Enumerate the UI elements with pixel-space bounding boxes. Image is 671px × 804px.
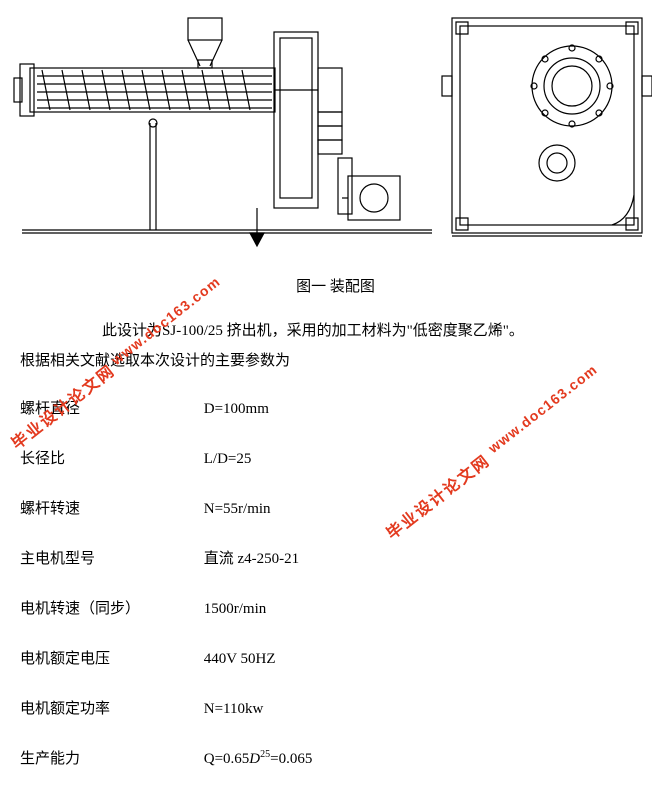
para-seg-a: 此设计为 (102, 323, 162, 339)
para-seg-b: SJ-100/25 挤出机，采用的加工材料为"低密度聚乙烯"。 (162, 323, 524, 339)
spec-motor-power: 电机额定功率 N=110kw (20, 697, 640, 718)
para-line2: 根据相关文献选取本次设计的主要参数为 (20, 353, 290, 369)
spec-label: 电机转速（同步） (20, 597, 200, 618)
spec-value: L/D=25 (204, 451, 252, 468)
spec-value: N=55r/min (204, 501, 271, 518)
cap-exp: 25 (260, 749, 270, 760)
spec-value: 直流 z4-250-21 (204, 547, 299, 568)
spec-motor-voltage: 电机额定电压 440V 50HZ (20, 647, 640, 668)
spec-label: 电机额定功率 (20, 697, 200, 718)
spec-value: Q=0.65D25=0.065 (204, 749, 313, 768)
spec-screw-speed: 螺杆转速 N=55r/min (20, 497, 640, 518)
spec-value: D=100mm (204, 401, 269, 418)
figure-caption: 图一 装配图 (0, 275, 671, 296)
spec-label: 主电机型号 (20, 547, 200, 568)
spec-screw-diameter: 螺杆直径 D=100mm (20, 397, 640, 418)
spec-value: 1500r/min (204, 601, 267, 618)
cap-prefix: Q=0.65 (204, 751, 250, 767)
spec-capacity: 生产能力 Q=0.65D25=0.065 (20, 747, 640, 768)
spec-label: 长径比 (20, 447, 200, 468)
spec-label: 生产能力 (20, 747, 200, 768)
spec-ld-ratio: 长径比 L/D=25 (20, 447, 640, 468)
spec-motor-model: 主电机型号 直流 z4-250-21 (20, 547, 640, 568)
cap-var: D (249, 751, 260, 767)
spec-label: 螺杆转速 (20, 497, 200, 518)
spec-value: N=110kw (204, 701, 264, 718)
assembly-diagram (12, 8, 652, 248)
spec-value: 440V 50HZ (204, 651, 276, 668)
intro-paragraph: 此设计为SJ-100/25 挤出机，采用的加工材料为"低密度聚乙烯"。 根据相关… (20, 316, 640, 376)
spec-motor-speed: 电机转速（同步） 1500r/min (20, 597, 640, 618)
spec-label: 螺杆直径 (20, 397, 200, 418)
spec-label: 电机额定电压 (20, 647, 200, 668)
cap-suffix: =0.065 (270, 751, 312, 767)
